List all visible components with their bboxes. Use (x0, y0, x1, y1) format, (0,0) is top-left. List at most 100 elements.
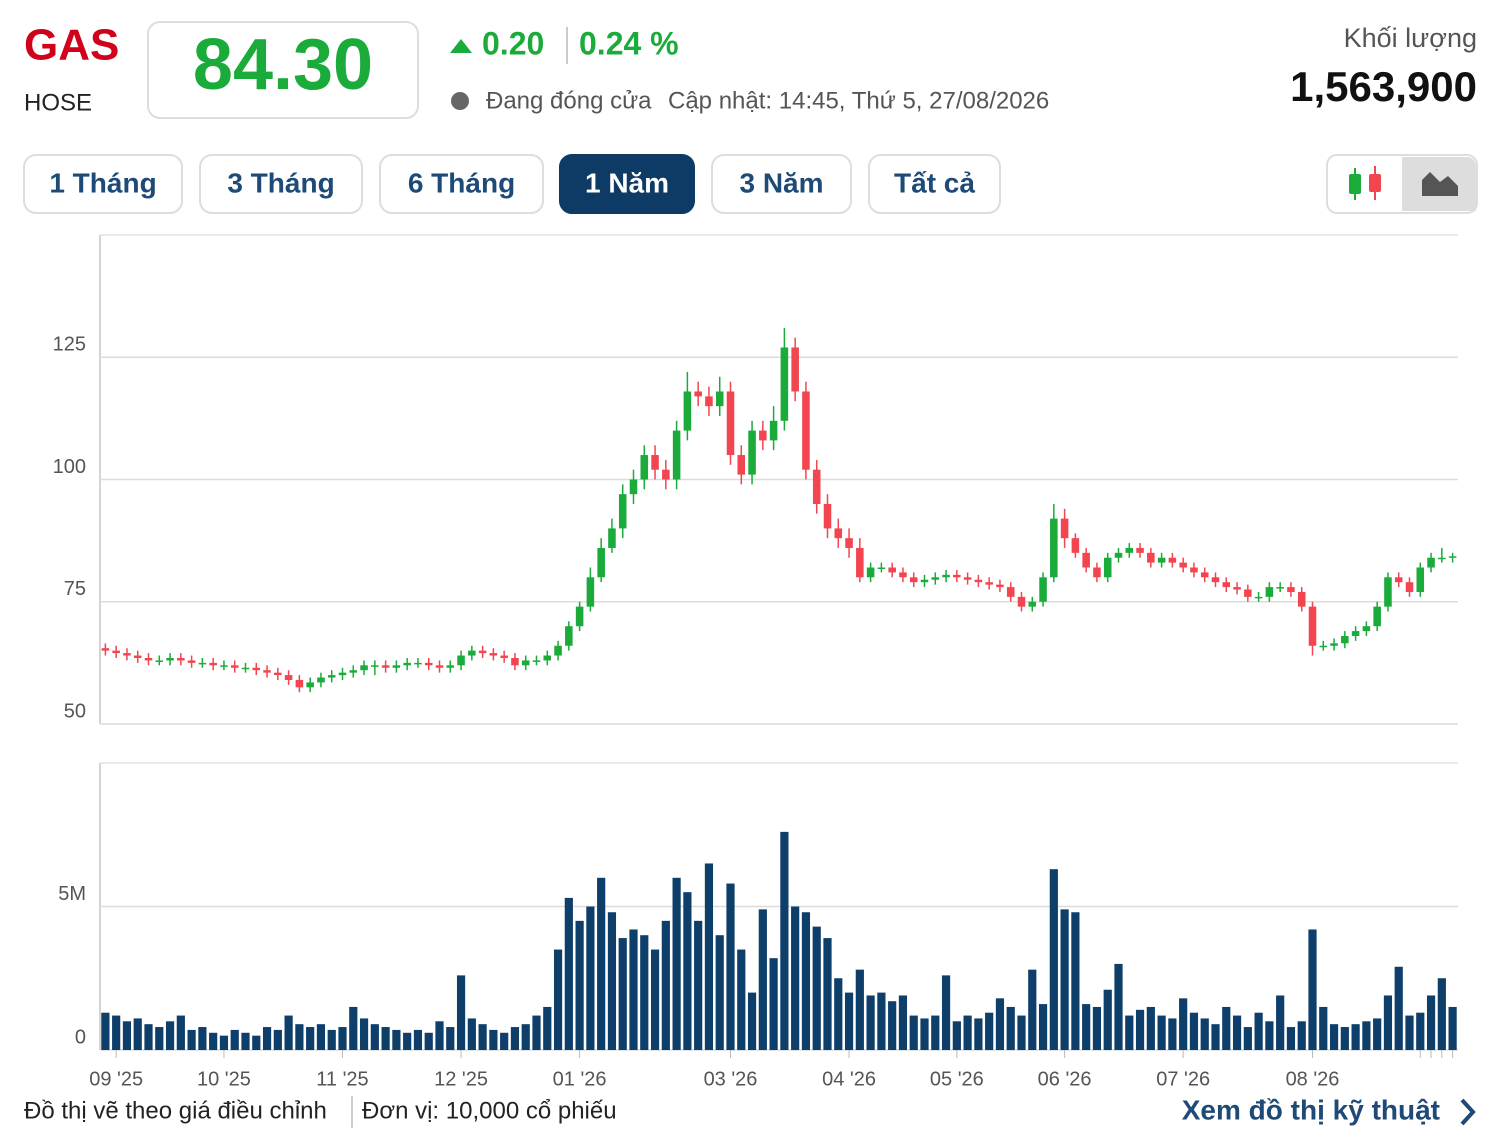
link-text[interactable]: Xem đồ thị kỹ thuật (1182, 1094, 1440, 1125)
candle-body (241, 667, 250, 670)
tab-label[interactable]: 6 Tháng (408, 167, 515, 198)
candle-body (899, 572, 907, 578)
volume-bar (230, 1029, 239, 1050)
volume-bar (1028, 969, 1037, 1050)
tab-frame[interactable] (379, 154, 544, 214)
volume-bar (737, 949, 746, 1050)
volume-bar (209, 1032, 218, 1050)
candle-body (554, 645, 562, 656)
candle-body (1384, 577, 1392, 607)
tab-frame[interactable] (23, 154, 183, 214)
candle-body (575, 606, 584, 627)
candle-body (252, 667, 261, 671)
tab-label[interactable]: 3 Tháng (227, 167, 334, 198)
candle-body (1147, 552, 1155, 563)
candle-body (317, 677, 325, 683)
candle-body (1222, 582, 1231, 588)
candle-body (705, 396, 713, 407)
candle-body (629, 479, 638, 495)
volume-bar (1135, 1009, 1145, 1050)
volume-bar (726, 883, 735, 1050)
volume-bar (198, 1027, 207, 1050)
tab-frame[interactable] (868, 154, 1001, 214)
volume-bar (1125, 1015, 1134, 1050)
volume-bar (597, 877, 606, 1050)
tab[interactable]: 6 Tháng (379, 154, 544, 214)
candle-body (1039, 577, 1047, 602)
x-tick-label: 09 '25 (89, 1068, 143, 1090)
tab[interactable]: Tất cả (868, 154, 1001, 214)
tab-frame[interactable] (711, 154, 852, 214)
volume-bar (349, 1006, 358, 1050)
tab-frame[interactable] (559, 154, 695, 214)
tab-label[interactable]: 3 Năm (739, 167, 823, 198)
tab-frame[interactable] (199, 154, 363, 214)
candle-body (209, 662, 217, 666)
volume-bar (683, 892, 692, 1050)
tab-label[interactable]: 1 Tháng (49, 167, 156, 198)
tab[interactable]: 3 Năm (711, 154, 852, 214)
volume-bar (909, 1015, 918, 1050)
updated: Cập nhật: 14:45, Thứ 5, 27/08/2026 (668, 87, 1049, 114)
chevron (1460, 1098, 1476, 1126)
candle-body (1017, 596, 1026, 607)
candle-body (1362, 626, 1371, 632)
volume-bar (252, 1035, 261, 1050)
volume-bar (1276, 995, 1285, 1050)
status-dot (451, 92, 469, 110)
candle-body (953, 574, 961, 578)
y-tick-label: 0 (75, 1026, 86, 1048)
volume-bar (1071, 912, 1080, 1050)
candle-body (1006, 587, 1015, 597)
volume-bar (219, 1035, 229, 1050)
volume-bar (1265, 1021, 1274, 1050)
volume-bar (801, 912, 811, 1050)
candle-body (1427, 557, 1435, 568)
tab[interactable]: 1 Tháng (23, 154, 183, 214)
volume-bar (1082, 1004, 1091, 1050)
candle-body (1233, 587, 1241, 590)
volume-bar (500, 1032, 509, 1050)
volume-bar (392, 1029, 401, 1050)
tab[interactable]: 1 Năm (559, 154, 695, 214)
candle-body (1438, 557, 1446, 560)
candle-body (662, 469, 670, 480)
candle-body (1244, 589, 1252, 597)
volume-bar (812, 926, 821, 1050)
volume-bar (898, 995, 908, 1050)
candle-body (640, 455, 649, 480)
tab[interactable]: 3 Tháng (199, 154, 363, 214)
x-tick-label: 12 '25 (434, 1068, 488, 1090)
candle-body (694, 391, 702, 397)
candle-body (931, 577, 940, 580)
volume-bar (1179, 998, 1188, 1050)
volume-bar (101, 1012, 110, 1050)
candle-body (1200, 572, 1209, 578)
candle-body (1405, 582, 1414, 592)
volume-label: Khối lượng (1344, 23, 1477, 53)
tab-label[interactable]: Tất cả (894, 167, 975, 198)
volume-bar (1286, 1027, 1296, 1050)
volume-bar (1426, 995, 1436, 1050)
candle-body (381, 665, 390, 668)
candle-body (780, 347, 789, 421)
candle-body (392, 665, 401, 668)
footer-note: Đồ thị vẽ theo giá điều chỉnh (24, 1097, 327, 1124)
volume-bar (532, 1015, 541, 1050)
area-button[interactable] (1402, 157, 1476, 211)
candle-body (1103, 557, 1112, 578)
candle-body (791, 347, 799, 392)
volume-bar (747, 992, 757, 1050)
candle-button[interactable] (1349, 166, 1381, 200)
volume-bar (963, 1015, 972, 1050)
candle-body (360, 665, 368, 671)
technical-link[interactable]: Xem đồ thị kỹ thuật (1182, 1094, 1476, 1126)
volume-bar (855, 969, 864, 1050)
volume-bar (241, 1032, 250, 1050)
candle-body (726, 391, 735, 456)
change-percent: 0.24 % (579, 25, 679, 61)
candle-body (187, 660, 196, 663)
candle-body (543, 655, 552, 661)
volume-bar (1405, 1015, 1414, 1050)
tab-label[interactable]: 1 Năm (585, 167, 669, 198)
